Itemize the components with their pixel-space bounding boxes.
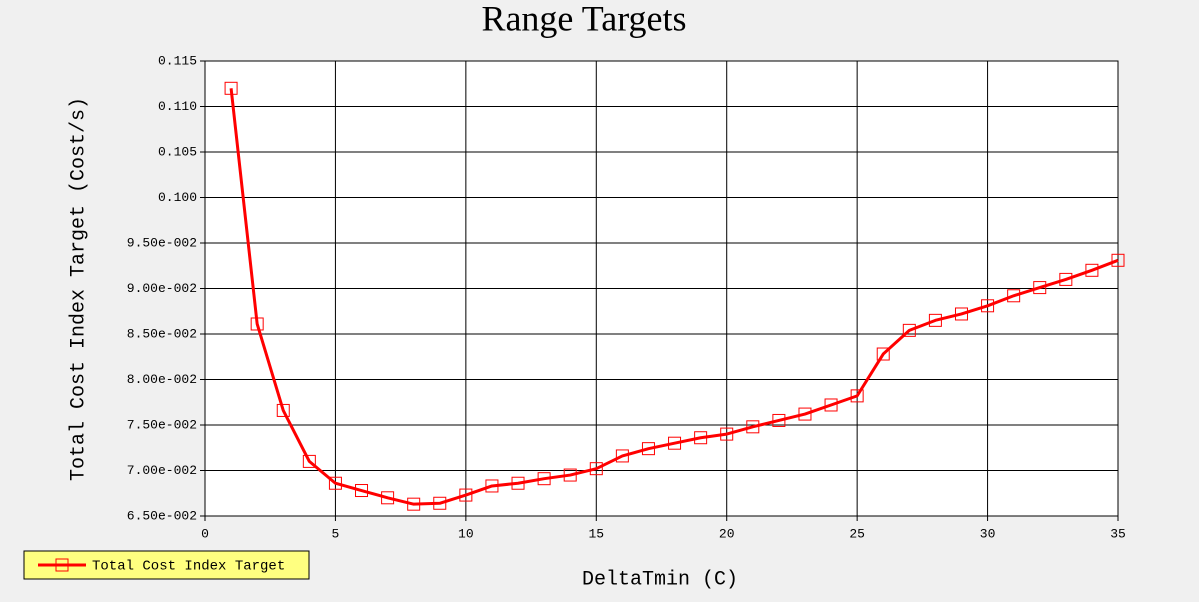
x-tick-label: 5 (332, 526, 340, 541)
data-marker (902, 323, 916, 337)
y-tick-label: 0.110 (158, 99, 197, 114)
data-marker (302, 454, 316, 468)
data-marker (407, 497, 421, 511)
y-tick-label: 9.50e-002 (127, 235, 197, 250)
data-marker (928, 313, 942, 327)
x-tick-label: 10 (458, 526, 474, 541)
data-marker (224, 81, 238, 95)
x-tick-label: 25 (849, 526, 865, 541)
data-marker (772, 413, 786, 427)
data-marker (328, 476, 342, 490)
data-marker (850, 389, 864, 403)
x-tick-label: 0 (201, 526, 209, 541)
data-marker (694, 431, 708, 445)
y-tick-label: 6.50e-002 (127, 508, 197, 523)
data-marker (641, 442, 655, 456)
data-marker (355, 484, 369, 498)
data-marker (720, 427, 734, 441)
y-tick-label: 8.50e-002 (127, 326, 197, 341)
x-tick-label: 20 (719, 526, 735, 541)
data-marker (511, 476, 525, 490)
data-marker (1033, 281, 1047, 295)
data-marker (381, 491, 395, 505)
data-marker (876, 347, 890, 361)
data-marker (1111, 253, 1125, 267)
data-marker (615, 449, 629, 463)
data-marker (485, 479, 499, 493)
data-marker (981, 299, 995, 313)
y-tick-label: 7.00e-002 (127, 463, 197, 478)
data-marker (824, 398, 838, 412)
x-tick-label: 30 (980, 526, 996, 541)
y-tick-label: 0.100 (158, 190, 197, 205)
x-tick-label: 15 (588, 526, 604, 541)
data-marker (668, 436, 682, 450)
y-tick-label: 0.115 (158, 53, 197, 68)
data-marker (1007, 289, 1021, 303)
y-tick-label: 7.50e-002 (127, 417, 197, 432)
data-marker (589, 462, 603, 476)
x-axis-label: DeltaTmin (C) (582, 568, 738, 591)
data-marker (537, 472, 551, 486)
legend-label: Total Cost Index Target (92, 559, 285, 575)
data-marker (1085, 263, 1099, 277)
chart-title: Range Targets (481, 0, 686, 38)
data-marker (563, 468, 577, 482)
x-tick-label: 35 (1110, 526, 1126, 541)
data-marker (459, 488, 473, 502)
y-tick-label: 9.00e-002 (127, 281, 197, 296)
data-line (229, 88, 1119, 506)
y-tick-label: 8.00e-002 (127, 372, 197, 387)
y-axis-label: Total Cost Index Target (Cost/s) (67, 97, 90, 481)
data-marker (433, 496, 447, 510)
data-marker (1059, 272, 1073, 286)
data-marker (250, 317, 264, 331)
data-marker (954, 307, 968, 321)
legend-marker (55, 558, 69, 572)
data-marker (746, 420, 760, 434)
data-marker (798, 407, 812, 421)
data-marker (276, 403, 290, 417)
y-tick-label: 0.105 (158, 144, 197, 159)
